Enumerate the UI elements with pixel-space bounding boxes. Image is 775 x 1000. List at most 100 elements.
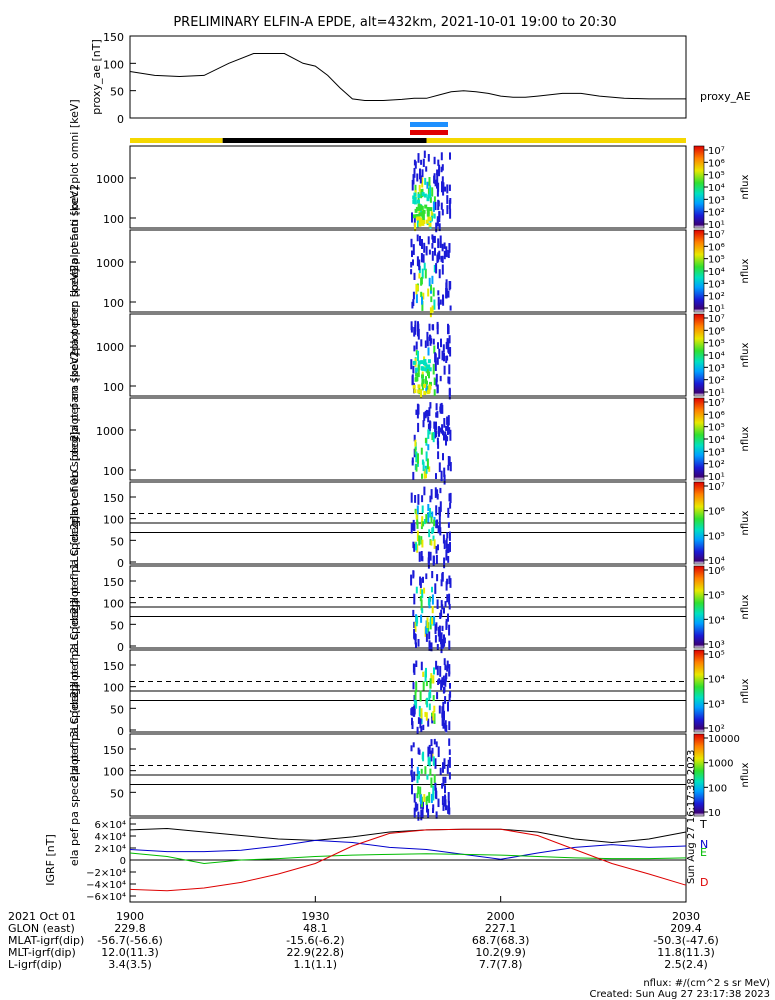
spectrogram-pixel — [414, 161, 417, 169]
spectrogram-pixel — [429, 307, 432, 318]
spectrogram-pixel — [448, 749, 451, 755]
spectrogram-pixel — [418, 551, 421, 562]
spectrogram-pixel — [438, 211, 441, 223]
footer-value: -50.3(-47.6) — [653, 934, 719, 947]
science-zone-blue-bar — [410, 122, 448, 127]
spectrogram-pixel — [445, 282, 448, 290]
spectrogram-pixel — [439, 501, 442, 512]
spectrogram-pixel — [415, 681, 418, 693]
spectrogram-flux-core-pixel — [423, 361, 426, 366]
spectrogram-pixel — [437, 342, 439, 349]
spectrogram-flux-core-pixel — [418, 222, 422, 227]
spectrogram-flux-core-pixel — [426, 365, 429, 370]
spectrogram-pixel — [445, 246, 448, 257]
spectrogram-pixel — [432, 711, 435, 721]
spectrogram-pixel — [434, 487, 437, 498]
footer-row-header: GLON (east) — [8, 922, 75, 935]
spectrogram-pixel — [421, 296, 423, 305]
spectrogram-pixel — [444, 799, 447, 807]
spectrogram-pixel — [448, 664, 451, 675]
spectrogram-pixel — [427, 746, 430, 758]
spectrogram-flux-core-pixel — [417, 360, 421, 365]
spectrogram-flux-core-pixel — [420, 212, 424, 217]
spectrogram-pixel — [417, 717, 420, 724]
spectrogram-pixel — [425, 381, 428, 393]
spectrogram-pixel — [429, 616, 432, 625]
spectrogram-pixel — [429, 768, 432, 776]
spectrogram-pixel — [433, 264, 436, 273]
spectrogram-flux-core-pixel — [420, 360, 424, 365]
spectrogram-pixel — [443, 687, 446, 693]
spectrogram-flux-core-pixel — [422, 209, 426, 214]
colorbar-tick-label: 10⁴ — [708, 675, 725, 686]
spectrogram-pixel — [416, 256, 419, 267]
spectrogram-flux-core-pixel — [415, 372, 419, 377]
spectrogram-panel-frame — [129, 229, 687, 313]
spectrogram-pixel — [438, 427, 441, 433]
spectrogram-pixel — [449, 683, 451, 689]
spectrogram-pixel — [436, 665, 439, 676]
colorbar — [693, 565, 705, 649]
spectrogram-pixel — [441, 573, 444, 580]
spectrogram-pixel — [411, 460, 414, 466]
spectrogram-pixel — [447, 250, 450, 258]
spectrogram-pixel — [420, 277, 423, 286]
spectrogram-pixel — [428, 792, 431, 803]
spectrogram-pixel — [435, 660, 438, 670]
spectrogram-pixel — [413, 793, 416, 803]
spectrogram-pixel — [424, 411, 427, 419]
spectrogram-pixel — [446, 339, 449, 350]
spectrogram-pixel — [438, 705, 441, 714]
spectrogram-pixel — [443, 467, 446, 478]
igrf-ylabel: IGRF [nT] — [44, 834, 57, 886]
spectrogram-pixel — [425, 466, 428, 474]
spectrogram-pixel — [430, 739, 433, 747]
spectrogram-pixel — [448, 671, 451, 677]
spectrogram-pixel — [427, 808, 430, 819]
colorbar-tick-label: 10⁷ — [708, 398, 725, 409]
spectrogram-flux-core-pixel — [416, 373, 420, 378]
spectrogram-pixel — [438, 678, 441, 684]
spectrogram-flux-core-pixel — [428, 222, 432, 227]
spectrogram-pixel — [437, 746, 440, 757]
footer-time-label: 1930 — [301, 910, 329, 923]
spectrogram-pixel — [419, 175, 422, 184]
spectrogram-pixel — [410, 321, 413, 331]
spectrogram-pixel — [411, 374, 414, 386]
footer-value: 68.7(68.3) — [472, 934, 530, 947]
spectrogram-pixel — [447, 556, 450, 563]
spectrogram-flux-core-pixel — [427, 359, 431, 364]
spectrogram-flux-core-pixel — [417, 199, 420, 204]
spectrogram-pixel — [444, 674, 447, 683]
spectrogram-pixel — [427, 718, 430, 727]
spectrogram-ytick-label: 100 — [103, 213, 124, 226]
colorbar-tick-label: 10⁵ — [708, 171, 725, 182]
colorbar-tick-label: 10¹ — [708, 472, 725, 483]
spectrogram-pixel — [420, 291, 423, 298]
spectrogram-pixel — [426, 774, 429, 780]
spectrogram-pixel — [421, 384, 424, 391]
spectrogram-flux-core-pixel — [413, 214, 416, 219]
colorbar-tick-label: 10⁴ — [708, 435, 725, 446]
spectrogram-pixel — [427, 429, 430, 439]
spectrogram-pixel — [443, 641, 446, 647]
spectrogram-pixel — [436, 644, 439, 651]
spectrogram-pixel — [421, 169, 424, 176]
spectrogram-pixel — [429, 334, 431, 341]
spectrogram-flux-core-pixel — [427, 372, 430, 376]
spectrogram-pixel — [435, 403, 438, 411]
spectrogram-pixel — [427, 236, 430, 245]
spectrogram-pixel — [421, 239, 423, 249]
pa-ytick-label: 0 — [117, 557, 124, 570]
spectrogram-pixel — [420, 253, 423, 263]
spectrogram-pixel — [421, 177, 424, 188]
spectrogram-pixel — [442, 295, 445, 306]
spectrogram-pixel — [417, 747, 420, 755]
spectrogram-pixel — [432, 807, 434, 814]
spectrogram-pixel — [436, 692, 439, 700]
spectrogram-pixel — [434, 782, 437, 791]
spectrogram-pixel — [416, 775, 419, 784]
spectrogram-pixel — [423, 486, 426, 496]
spectrogram-pixel — [412, 174, 415, 185]
spectrogram-pixel — [443, 658, 446, 666]
